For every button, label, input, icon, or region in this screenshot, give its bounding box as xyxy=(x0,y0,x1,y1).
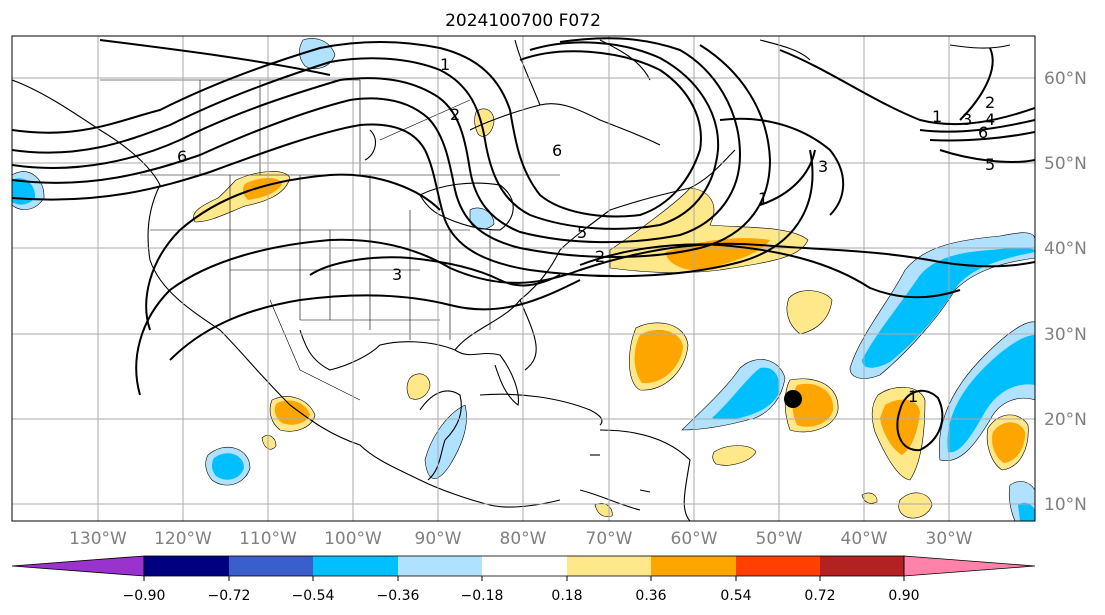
storm-position-marker xyxy=(784,390,802,408)
contour-label: 3 xyxy=(392,265,402,284)
contour-label: 4 xyxy=(985,110,995,129)
colorbar: −0.90 −0.72 −0.54 −0.36 −0.18 0.18 0.36 … xyxy=(11,555,1036,604)
positive-anomaly-core xyxy=(792,383,834,427)
colorbar-extend-high xyxy=(903,555,1036,577)
lon-label: 40°W xyxy=(841,529,888,549)
positive-anomaly-core xyxy=(880,399,920,455)
contour-label-group: 1 2 6 2 5 3 6 1 3 1 2 3 4 6 5 1 xyxy=(177,55,995,406)
positive-anomaly-area xyxy=(861,492,878,504)
colorbar-segment xyxy=(229,556,313,576)
lat-label: 60°N xyxy=(1044,69,1087,89)
colorbar-tick-label: 0.54 xyxy=(720,588,751,604)
contour-label: 6 xyxy=(177,147,187,166)
contour-label: 1 xyxy=(908,387,918,406)
lon-label: 70°W xyxy=(586,529,633,549)
contour-lines xyxy=(12,37,1035,452)
contour-label: 6 xyxy=(552,141,562,160)
contour-label: 1 xyxy=(932,107,942,126)
lon-label: 30°W xyxy=(926,529,973,549)
positive-anomaly-core xyxy=(634,329,683,384)
lon-label: 130°W xyxy=(69,529,127,549)
negative-anomaly-core xyxy=(211,453,244,480)
contour-label: 2 xyxy=(450,105,460,124)
colorbar-segment xyxy=(313,556,398,576)
negative-anomaly-core xyxy=(1018,502,1035,521)
colorbar-tick-label: 0.90 xyxy=(888,588,919,604)
lat-label: 30°N xyxy=(1044,325,1087,345)
coastlines xyxy=(12,39,1011,521)
map-panel: 1 2 6 2 5 3 6 1 3 1 2 3 4 6 5 1 xyxy=(12,36,1035,521)
colorbar-tick-label: −0.90 xyxy=(123,588,166,604)
colorbar-segment xyxy=(144,556,229,576)
colorbar-segment xyxy=(567,556,651,576)
longitude-labels: 130°W 120°W 110°W 100°W 90°W 80°W 70°W 6… xyxy=(69,529,973,549)
lat-label: 50°N xyxy=(1044,154,1087,174)
contour-label: 5 xyxy=(577,223,587,242)
contour-label: 2 xyxy=(985,93,995,112)
colorbar-tick-label: −0.54 xyxy=(292,588,335,604)
colorbar-segment xyxy=(820,556,904,576)
contour-label: 1 xyxy=(440,55,450,74)
colorbar-segment xyxy=(651,556,736,576)
lat-label: 20°N xyxy=(1044,410,1087,430)
latitude-labels: 60°N 50°N 40°N 30°N 20°N 10°N xyxy=(1044,69,1087,515)
colorbar-tick-label: 0.36 xyxy=(635,588,666,604)
map-frame xyxy=(11,35,1036,522)
colorbar-frame xyxy=(143,555,905,577)
lon-label: 100°W xyxy=(324,529,382,549)
colorbar-extend-low xyxy=(11,555,145,577)
lon-label: 110°W xyxy=(239,529,297,549)
positive-anomaly-area xyxy=(786,290,833,335)
negative-anomaly-core xyxy=(712,367,780,420)
colorbar-tick-label: −0.36 xyxy=(377,588,420,604)
contour-label: 6 xyxy=(978,123,988,142)
contour-label: 3 xyxy=(962,110,972,129)
colorbar-tick-label: −0.18 xyxy=(461,588,504,604)
colorbar-ticks xyxy=(143,576,905,581)
colorbar-segment xyxy=(482,556,567,576)
negative-anomaly-area xyxy=(424,404,467,479)
lon-label: 60°W xyxy=(671,529,718,549)
contour-label: 3 xyxy=(818,157,828,176)
contour-label: 2 xyxy=(595,247,605,266)
colorbar-tick-label: 0.72 xyxy=(804,588,835,604)
lon-label: 80°W xyxy=(500,529,547,549)
positive-anomaly-core xyxy=(992,422,1026,463)
negative-anomaly-core xyxy=(947,335,1035,453)
lon-label: 90°W xyxy=(415,529,462,549)
positive-anomaly-area xyxy=(898,492,933,519)
negative-anomaly-core xyxy=(862,247,1035,368)
map-title: 2024100700 F072 xyxy=(445,11,601,31)
colorbar-tick-label: 0.18 xyxy=(551,588,582,604)
positive-anomaly-area xyxy=(406,373,431,400)
contour-label: 1 xyxy=(758,189,768,208)
grid-lines xyxy=(12,36,1035,521)
colorbar-segment xyxy=(398,556,482,576)
lat-label: 10°N xyxy=(1044,495,1087,515)
colorbar-tick-label: −0.72 xyxy=(208,588,251,604)
positive-anomaly-area xyxy=(712,445,757,466)
colorbar-segment xyxy=(736,556,820,576)
contour-label: 5 xyxy=(985,155,995,174)
lon-label: 120°W xyxy=(154,529,212,549)
lat-label: 40°N xyxy=(1044,239,1087,259)
lon-label: 50°W xyxy=(756,529,803,549)
